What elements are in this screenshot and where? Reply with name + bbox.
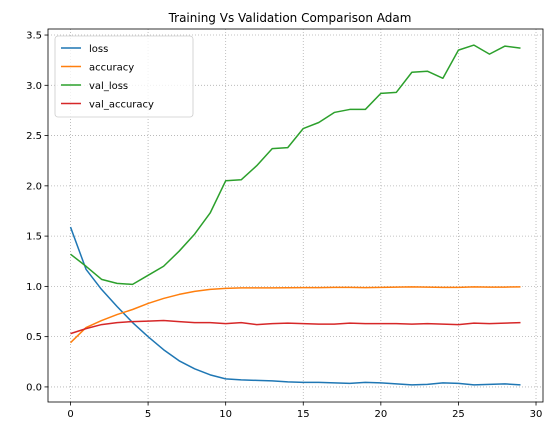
chart-title: Training Vs Validation Comparison Adam	[168, 11, 412, 25]
x-tick-label: 30	[530, 409, 543, 420]
plot-frame	[47, 28, 544, 403]
series-line-val-accuracy	[70, 319, 521, 335]
y-tick-label: 2.5	[26, 131, 42, 142]
y-tick-label: 0.5	[26, 332, 42, 343]
legend-label: val_accuracy	[89, 100, 154, 111]
x-tick-label: 10	[219, 409, 232, 420]
series-line-val-loss	[70, 44, 521, 286]
x-tick-label: 0	[67, 409, 73, 420]
x-axis: 0 5 10 15 20 25 30	[67, 402, 542, 420]
series-line-accuracy	[69, 286, 521, 344]
y-tick-label: 1.5	[26, 232, 42, 243]
y-tick-label: 1.0	[26, 282, 42, 293]
grid	[48, 29, 543, 402]
legend: loss accuracy val_loss val_accuracy	[54, 35, 194, 118]
y-tick-label: 3.5	[26, 31, 42, 42]
x-tick-label: 20	[374, 409, 387, 420]
y-tick-label: 3.0	[26, 81, 42, 92]
x-tick-label: 15	[297, 409, 310, 420]
legend-label: val_loss	[89, 81, 128, 92]
legend-label: loss	[89, 44, 108, 55]
legend-box	[54, 35, 194, 118]
x-tick-label: 25	[452, 409, 465, 420]
y-tick-label: 2.0	[26, 181, 42, 192]
series-line-loss	[69, 226, 521, 386]
series-lines	[69, 44, 521, 386]
legend-label: accuracy	[89, 63, 134, 74]
y-tick-label: 0.0	[26, 382, 42, 393]
y-axis: 0.0 0.5 1.0 1.5 2.0 2.5 3.0 3.5	[26, 31, 48, 393]
x-tick-label: 5	[145, 409, 151, 420]
